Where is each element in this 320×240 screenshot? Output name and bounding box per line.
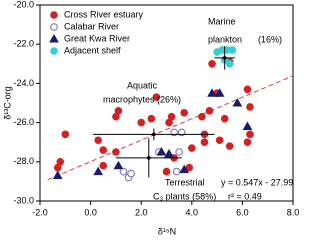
data-point (228, 46, 237, 54)
legend-label: Great Kwa River (64, 33, 130, 43)
data-point (162, 167, 171, 176)
legend-marker (49, 33, 59, 43)
data-point (172, 167, 181, 176)
data-point (114, 107, 123, 115)
data-point (147, 114, 156, 123)
data-point (127, 169, 135, 178)
data-point (243, 85, 252, 94)
end-member (222, 56, 227, 60)
annotation: C₃ plants (58%) (153, 191, 216, 201)
regression-line (47, 75, 294, 181)
y-tick-label: -22.0 (13, 39, 34, 49)
data-point (99, 161, 108, 170)
legend-label: Adjacent shelf (64, 45, 121, 55)
data-point (113, 160, 124, 170)
data-point (112, 148, 120, 156)
data-point (93, 166, 104, 176)
data-point (215, 136, 224, 145)
data-point (242, 121, 253, 131)
annotation: Terrestrial (165, 177, 205, 187)
y-tick-label: -30.0 (13, 195, 34, 205)
x-axis-label: δ¹⁵N (158, 226, 176, 236)
data-point (225, 60, 234, 68)
data-point (180, 109, 189, 117)
data-point (225, 142, 234, 150)
y-axis-label: δ¹³C-org (2, 86, 12, 120)
x-tick-label: 4.0 (186, 207, 199, 217)
data-point (205, 107, 214, 115)
data-point (214, 88, 225, 97)
data-point (56, 158, 65, 166)
annotation: macrophytes (26%) (103, 94, 181, 104)
data-point (207, 88, 217, 97)
x-tick-label: 6.0 (236, 207, 249, 217)
legend-marker (50, 23, 58, 31)
legend-marker (50, 11, 58, 19)
data-point (188, 144, 196, 152)
y-tick-label: -28.0 (13, 156, 34, 166)
annotation: plankton (208, 34, 242, 44)
y-tick-label: -20.0 (13, 0, 34, 9)
data-point (167, 112, 176, 121)
data-point (179, 164, 190, 174)
plot-frame (39, 4, 294, 202)
data-point (119, 167, 128, 176)
x-tick-label: 2.0 (135, 207, 148, 217)
data-point (232, 97, 243, 107)
data-point (243, 138, 252, 146)
x-tick-label: -2.0 (32, 207, 48, 217)
data-point (175, 148, 183, 156)
data-point (220, 114, 229, 123)
x-tick-label: 8.0 (287, 207, 300, 217)
chart: δ¹⁵N δ¹³C-org -2.0 0.0 2.0 4.0 6.0 8.0 -30.0 -2… (2, 0, 300, 236)
end-member (152, 132, 156, 137)
data-point (152, 93, 161, 101)
data-point (99, 146, 108, 154)
data-point (208, 60, 216, 68)
annotation: Aquatic (127, 80, 158, 90)
legend-marker (50, 47, 58, 55)
data-point (164, 148, 174, 158)
legend-label: Calabar River (64, 21, 119, 31)
x-tick-label: 0.0 (84, 207, 97, 217)
data-point (185, 163, 194, 172)
data-point (246, 103, 254, 111)
annotation: r² = 0.49 (228, 191, 262, 201)
data-point (61, 130, 70, 139)
data-point (156, 146, 167, 156)
data-point (137, 118, 145, 127)
end-member (146, 156, 151, 160)
legend-label: Cross River estuary (64, 9, 144, 19)
y-tick-label: -26.0 (13, 117, 34, 127)
data-point (246, 130, 254, 139)
data-point (200, 138, 209, 146)
annotation: y = 0.547x - 27.99 (221, 177, 293, 187)
data-point (198, 112, 206, 121)
annotation: (16%) (258, 34, 282, 44)
y-tick-label: -24.0 (13, 78, 34, 88)
data-point (52, 170, 63, 180)
data-point (94, 136, 102, 145)
annotation: Marine (208, 16, 236, 26)
